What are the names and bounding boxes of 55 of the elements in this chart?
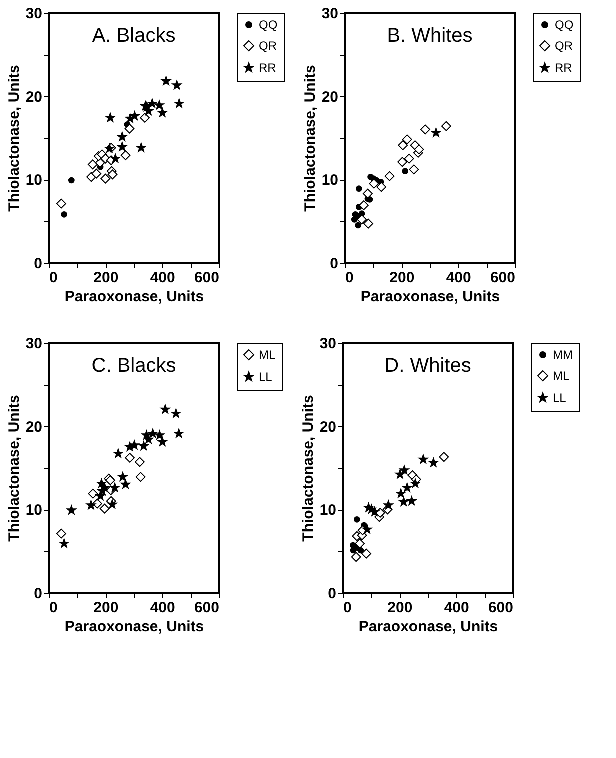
x-tick-label: 0	[346, 270, 354, 286]
y-tick-label: 0	[34, 256, 42, 272]
y-tick-label: 20	[26, 88, 42, 106]
legend-label: LL	[553, 391, 567, 405]
y-tick-label: 20	[26, 418, 42, 436]
x-axis-title: Paraoxonase, Units	[358, 618, 498, 636]
x-tick-label: 400	[150, 600, 176, 616]
x-tick-label: 0	[50, 270, 58, 286]
x-axis-title: Paraoxonase, Units	[360, 288, 500, 306]
text: B. Whites	[387, 25, 473, 47]
x-axis-title: Paraoxonase, Units	[64, 618, 204, 636]
legend-label: MM	[553, 348, 573, 362]
y-tick-label: 30	[26, 6, 42, 22]
legend-label: QR	[555, 39, 574, 53]
text: A. Blacks	[92, 25, 176, 47]
x-tick-label: 400	[150, 270, 176, 286]
y-axis-title: Thiolactonase, Units	[6, 65, 23, 212]
y-axis-title: Thiolactonase, Units	[300, 395, 317, 542]
x-tick-label: 200	[388, 600, 413, 616]
legend-label: ML	[259, 348, 276, 362]
x-tick-label: 0	[344, 600, 352, 616]
x-tick-label: 200	[390, 270, 415, 286]
legend-label: RR	[555, 61, 573, 75]
y-tick-label: 10	[26, 172, 42, 190]
y-tick-label: 0	[328, 586, 336, 602]
legend-label: QQ	[259, 18, 278, 32]
y-tick-label: 20	[322, 88, 338, 106]
x-tick-label: 600	[490, 270, 516, 286]
y-tick-label: 30	[322, 6, 338, 22]
x-axis-title: Paraoxonase, Units	[64, 288, 204, 306]
y-tick-label: 20	[320, 418, 336, 436]
legend-label: QR	[259, 39, 278, 53]
x-tick-label: 400	[446, 270, 472, 286]
y-tick-label: 10	[26, 502, 42, 520]
y-axis-title: Thiolactonase, Units	[302, 65, 319, 212]
x-tick-label: 0	[50, 600, 58, 616]
y-tick-label: 10	[322, 172, 338, 190]
y-tick-label: 10	[320, 502, 336, 520]
x-tick-label: 600	[194, 270, 220, 286]
x-tick-label: 600	[488, 600, 514, 616]
x-tick-label: 400	[444, 600, 470, 616]
y-tick-label: 30	[320, 336, 336, 352]
y-tick-label: 0	[34, 586, 42, 602]
x-tick-label: 600	[194, 600, 220, 616]
text: D. Whites	[384, 355, 472, 377]
legend-label: RR	[259, 61, 277, 75]
y-tick-label: 30	[26, 336, 42, 352]
x-tick-label: 200	[94, 600, 119, 616]
y-tick-label: 0	[330, 256, 338, 272]
legend-label: ML	[553, 369, 570, 383]
x-tick-label: 200	[94, 270, 119, 286]
legend-label: LL	[259, 370, 273, 384]
text: C. Blacks	[92, 355, 176, 377]
y-axis-title: Thiolactonase, Units	[6, 395, 23, 542]
legend-label: QQ	[555, 18, 574, 32]
